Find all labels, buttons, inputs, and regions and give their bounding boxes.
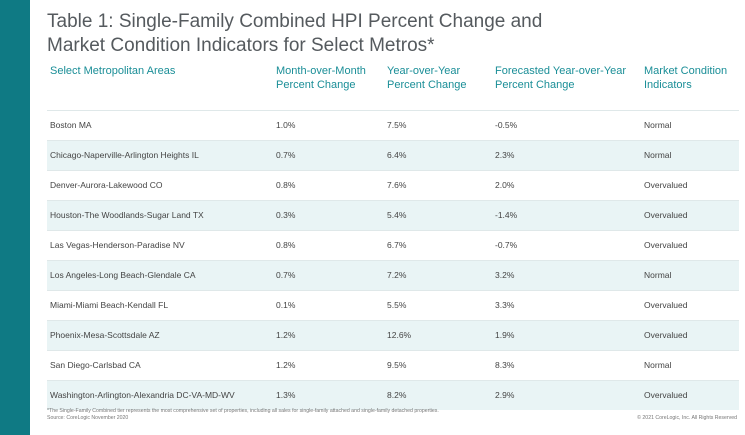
table-cell: -1.4%	[495, 210, 518, 220]
table-cell: 5.5%	[387, 300, 407, 310]
title-line-2: Market Condition Indicators for Select M…	[47, 35, 435, 56]
table-cell: Washington-Arlington-Alexandria DC-VA-MD…	[50, 390, 235, 400]
table-row: Houston-The Woodlands-Sugar Land TX 0.3% 5…	[47, 200, 739, 230]
table-cell: 2.9%	[495, 390, 515, 400]
column-header-4: Market Condition Indicators	[644, 64, 727, 92]
table-cell: 9.5%	[387, 360, 407, 370]
table-cell: Overvalued	[644, 240, 688, 250]
table-cell: 0.8%	[276, 180, 296, 190]
table-row: Washington-Arlington-Alexandria DC-VA-MD…	[47, 380, 739, 410]
column-header-line: Month-over-Month	[276, 65, 366, 77]
table-row: Chicago-Naperville-Arlington Heights IL 0…	[47, 140, 739, 170]
table-cell: 1.2%	[276, 360, 296, 370]
table-cell: Phoenix-Mesa-Scottsdale AZ	[50, 330, 160, 340]
table-cell: 1.0%	[276, 120, 296, 130]
table-cell: Overvalued	[644, 180, 688, 190]
table-cell: 12.6%	[387, 330, 412, 340]
table-row: Denver-Aurora-Lakewood CO 0.8% 7.6% 2.0% Ove…	[47, 170, 739, 200]
table-cell: Overvalued	[644, 390, 688, 400]
column-header-2: Year-over-Year Percent Change	[387, 64, 467, 92]
table-cell: Normal	[644, 360, 672, 370]
title-line-1: Table 1: Single-Family Combined HPI Perc…	[47, 11, 543, 32]
table-cell: 1.3%	[276, 390, 296, 400]
column-header-3: Forecasted Year-over-Year Percent Change	[495, 64, 626, 92]
footnote: *The Single-Family Combined tier represe…	[47, 408, 607, 421]
table-cell: 3.2%	[495, 270, 515, 280]
table-cell: Houston-The Woodlands-Sugar Land TX	[50, 210, 204, 220]
table-cell: Overvalued	[644, 210, 688, 220]
column-header-line: Percent Change	[495, 79, 575, 91]
table-cell: 1.2%	[276, 330, 296, 340]
table-cell: Normal	[644, 150, 672, 160]
footnote-line-1: *The Single-Family Combined tier represe…	[47, 408, 439, 414]
table-cell: 8.2%	[387, 390, 407, 400]
table-cell: Overvalued	[644, 300, 688, 310]
column-header-0: Select Metropolitan Areas	[50, 64, 175, 78]
table-cell: 3.3%	[495, 300, 515, 310]
table-cell: San Diego-Carlsbad CA	[50, 360, 141, 370]
table-row: Las Vegas-Henderson-Paradise NV 0.8% 6.7% -…	[47, 230, 739, 260]
table-cell: 7.2%	[387, 270, 407, 280]
column-header-line: Select Metropolitan Areas	[50, 65, 176, 77]
table-cell: 8.3%	[495, 360, 515, 370]
table-cell: 5.4%	[387, 210, 407, 220]
table-cell: Los Angeles-Long Beach-Glendale CA	[50, 270, 196, 280]
table-cell: Normal	[644, 270, 672, 280]
table-cell: 7.6%	[387, 180, 407, 190]
table-row: Phoenix-Mesa-Scottsdale AZ 1.2% 12.6% 1.9% O…	[47, 320, 739, 350]
table-cell: Miami-Miami Beach-Kendall FL	[50, 300, 169, 310]
table-cell: 2.3%	[495, 150, 515, 160]
table-cell: -0.7%	[495, 240, 518, 250]
table-cell: 6.4%	[387, 150, 407, 160]
table-cell: Overvalued	[644, 330, 688, 340]
table-cell: Las Vegas-Henderson-Paradise NV	[50, 240, 185, 250]
table-row: Los Angeles-Long Beach-Glendale CA 0.7% 7.…	[47, 260, 739, 290]
table-cell: Chicago-Naperville-Arlington Heights IL	[50, 150, 199, 160]
page-title: Table 1: Single-Family Combined HPI Perc…	[47, 10, 727, 58]
column-header-line: Percent Change	[276, 79, 356, 91]
table-row: San Diego-Carlsbad CA 1.2% 9.5% 8.3% Normal	[47, 350, 739, 380]
table-cell: 6.7%	[387, 240, 407, 250]
column-header-line: Forecasted Year-over-Year	[495, 65, 627, 77]
copyright: © 2021 CoreLogic, Inc. All Rights Reserv…	[637, 415, 737, 421]
table-cell: 0.7%	[276, 150, 296, 160]
footnote-source: Source: CoreLogic November 2020	[47, 414, 129, 421]
table-body: Boston MA 1.0% 7.5% -0.5% Normal Chicago-Nape…	[47, 110, 739, 410]
column-header-line: Percent Change	[387, 79, 467, 91]
column-header-line: Year-over-Year	[387, 65, 461, 77]
table-cell: 7.5%	[387, 120, 407, 130]
table-cell: 0.1%	[276, 300, 296, 310]
table-row: Boston MA 1.0% 7.5% -0.5% Normal	[47, 110, 739, 140]
table-cell: -0.5%	[495, 120, 518, 130]
table-cell: Boston MA	[50, 120, 92, 130]
table-cell: 0.3%	[276, 210, 296, 220]
column-header-1: Month-over-Month Percent Change	[276, 64, 366, 92]
accent-side-bar	[0, 0, 30, 435]
table-cell: Denver-Aurora-Lakewood CO	[50, 180, 163, 190]
table-cell: 0.8%	[276, 240, 296, 250]
table-cell: 2.0%	[495, 180, 515, 190]
column-header-line: Market Condition	[644, 65, 728, 77]
table-header: Select Metropolitan Areas Month-over-Mont…	[47, 64, 739, 108]
table-cell: Normal	[644, 120, 672, 130]
page: Table 1: Single-Family Combined HPI Perc…	[30, 0, 745, 435]
table-cell: 0.7%	[276, 270, 296, 280]
table-cell: 1.9%	[495, 330, 515, 340]
column-header-line: Indicators	[644, 79, 692, 91]
table-row: Miami-Miami Beach-Kendall FL 0.1% 5.5% 3.3%…	[47, 290, 739, 320]
